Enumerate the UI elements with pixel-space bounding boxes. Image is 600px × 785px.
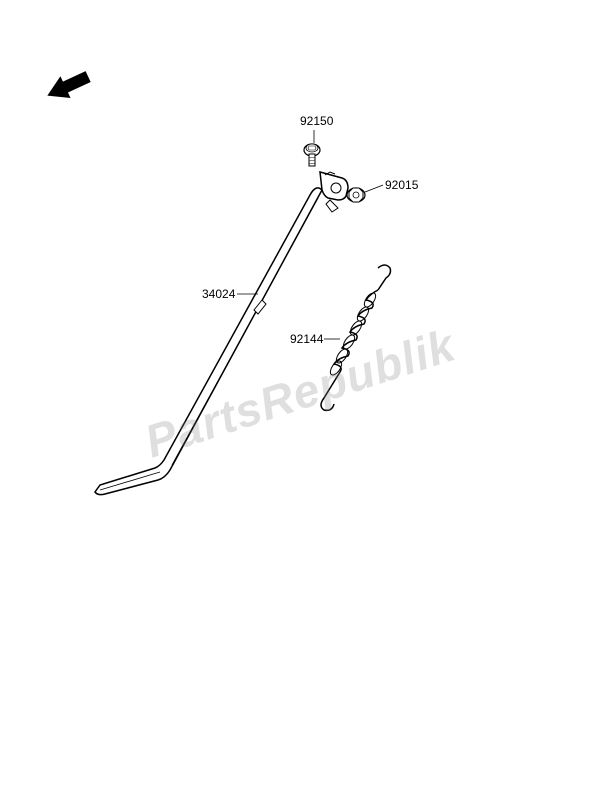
part-bolt bbox=[304, 144, 320, 166]
label-34024: 34024 bbox=[202, 287, 235, 301]
label-92144: 92144 bbox=[290, 332, 323, 346]
diagram-container: PartsRepublik 92150 92015 34024 92144 bbox=[0, 0, 600, 785]
label-92150: 92150 bbox=[300, 114, 333, 128]
part-spring bbox=[321, 265, 391, 410]
label-92015: 92015 bbox=[385, 178, 418, 192]
part-nut bbox=[347, 188, 365, 202]
